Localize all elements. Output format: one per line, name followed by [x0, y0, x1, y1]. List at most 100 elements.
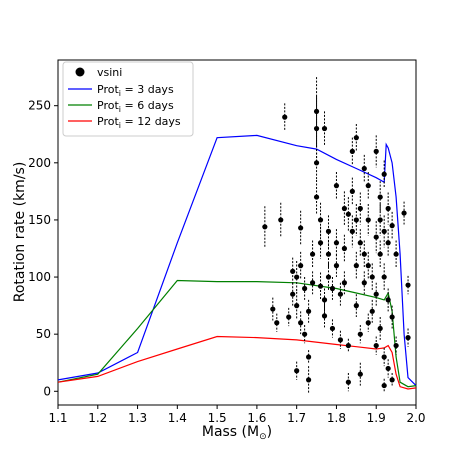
vsini-point-56 [357, 331, 363, 337]
vsini-point-12 [298, 225, 304, 231]
x-tick-label-8: 1.9 [367, 411, 386, 425]
vsini-point-78 [381, 354, 387, 360]
vsini-point-61 [365, 183, 371, 189]
vsini-point-53 [353, 303, 359, 309]
vsini-point-10 [294, 303, 300, 309]
vsini-point-20 [309, 280, 316, 286]
vsini-point-76 [381, 228, 387, 234]
legend-label-12days: Proti = 12 days [97, 115, 181, 130]
legend-label-vsini: vsini [97, 66, 122, 79]
vsini-point-11 [298, 320, 304, 326]
x-tick-label-6: 1.7 [287, 411, 306, 425]
vsini-point-3 [278, 217, 284, 223]
vsini-point-80 [385, 205, 391, 212]
y-axis-ticks: 0 50 100 150 200 250 [28, 99, 58, 398]
vsini-point-18 [306, 377, 312, 383]
vsini-point-67 [373, 148, 379, 154]
vsini-point-74 [377, 325, 383, 332]
vsini-point-75 [381, 171, 387, 177]
y-tick-label-0: 0 [43, 384, 51, 398]
y-tick-label-2: 100 [28, 270, 51, 284]
vsini-point-77 [381, 274, 387, 280]
series-line-1 [57, 279, 417, 388]
vsini-point-59 [361, 251, 367, 257]
vsini-point-40 [337, 291, 344, 297]
vsini-point-81 [385, 240, 391, 246]
vsini-point-87 [393, 251, 399, 257]
vsini-point-31 [325, 228, 332, 234]
x-tick-label-2: 1.3 [128, 411, 147, 425]
vsini-point-88 [393, 342, 399, 349]
vsini-point-29 [321, 313, 328, 319]
y-tick-label-4: 200 [28, 156, 51, 170]
vsini-point-90 [405, 282, 411, 288]
vsini-point-58 [361, 165, 367, 172]
legend-label-6days: Proti = 6 days [97, 99, 174, 114]
vsini-point-9 [294, 274, 300, 280]
vsini-point-71 [377, 194, 383, 200]
vsini-point-19 [309, 251, 316, 257]
vsini-point-83 [385, 365, 391, 372]
y-tick-label-5: 250 [28, 99, 51, 113]
vsini-point-25 [317, 217, 324, 223]
vsini-point-33 [325, 274, 332, 280]
y-tick-label-3: 150 [28, 213, 51, 227]
vsini-point-0 [262, 224, 268, 230]
vsini-point-51 [353, 217, 359, 223]
series-line-2 [57, 335, 417, 390]
plot-frame [57, 59, 417, 406]
vsini-point-4 [282, 114, 288, 120]
vsini-point-62 [365, 217, 371, 223]
vsini-point-28 [321, 297, 328, 303]
vsini-point-52 [353, 263, 359, 269]
vsini-point-66 [369, 308, 375, 314]
vsini-point-44 [345, 379, 351, 385]
vsini-point-1 [270, 306, 276, 312]
x-tick-label-4: 1.5 [208, 411, 227, 425]
vsini-point-34 [329, 285, 336, 292]
x-axis-label: Mass (M⊙) [202, 424, 272, 442]
vsini-point-68 [373, 234, 379, 240]
vsini-point-39 [337, 337, 344, 343]
vsini-point-65 [369, 274, 375, 280]
vsini-point-64 [365, 320, 371, 326]
vsini-point-73 [377, 251, 383, 257]
legend-label-3days: Proti = 3 days [97, 83, 174, 98]
vsini-point-15 [302, 331, 308, 337]
vsini-point-91 [405, 334, 411, 341]
vsini-point-26 [317, 240, 324, 246]
vsini-point-6 [290, 268, 296, 274]
vsini-point-22 [313, 108, 320, 115]
vsini-point-43 [341, 280, 347, 286]
vsini-point-49 [349, 228, 355, 234]
vsini-point-30 [321, 125, 328, 132]
vsini-point-79 [381, 382, 387, 389]
model-lines [57, 134, 417, 390]
x-tick-label-3: 1.4 [168, 411, 187, 425]
vsini-point-42 [341, 245, 347, 252]
vsini-point-50 [353, 135, 359, 141]
vsini-points [262, 77, 411, 394]
vsini-point-27 [317, 283, 324, 289]
y-axis-label: Rotation rate (km/s) [12, 162, 28, 303]
vsini-point-47 [349, 148, 355, 154]
vsini-point-8 [294, 368, 300, 374]
vsini-point-46 [345, 342, 351, 349]
vsini-point-21 [313, 125, 320, 132]
x-tick-label-7: 1.8 [327, 411, 346, 425]
vsini-point-86 [389, 377, 395, 383]
vsini-point-7 [290, 291, 296, 297]
vsini-point-82 [385, 297, 391, 303]
vsini-point-38 [333, 263, 340, 269]
vsini-point-84 [389, 223, 395, 229]
vsini-point-14 [302, 285, 308, 292]
vsini-point-2 [274, 320, 280, 326]
vsini-point-89 [401, 210, 407, 216]
vsini-point-54 [357, 205, 363, 212]
vsini-point-48 [349, 188, 355, 194]
x-tick-label-5: 1.6 [247, 411, 266, 425]
vsini-point-32 [325, 251, 332, 257]
vsini-point-41 [341, 205, 347, 212]
vsini-point-13 [298, 263, 304, 269]
